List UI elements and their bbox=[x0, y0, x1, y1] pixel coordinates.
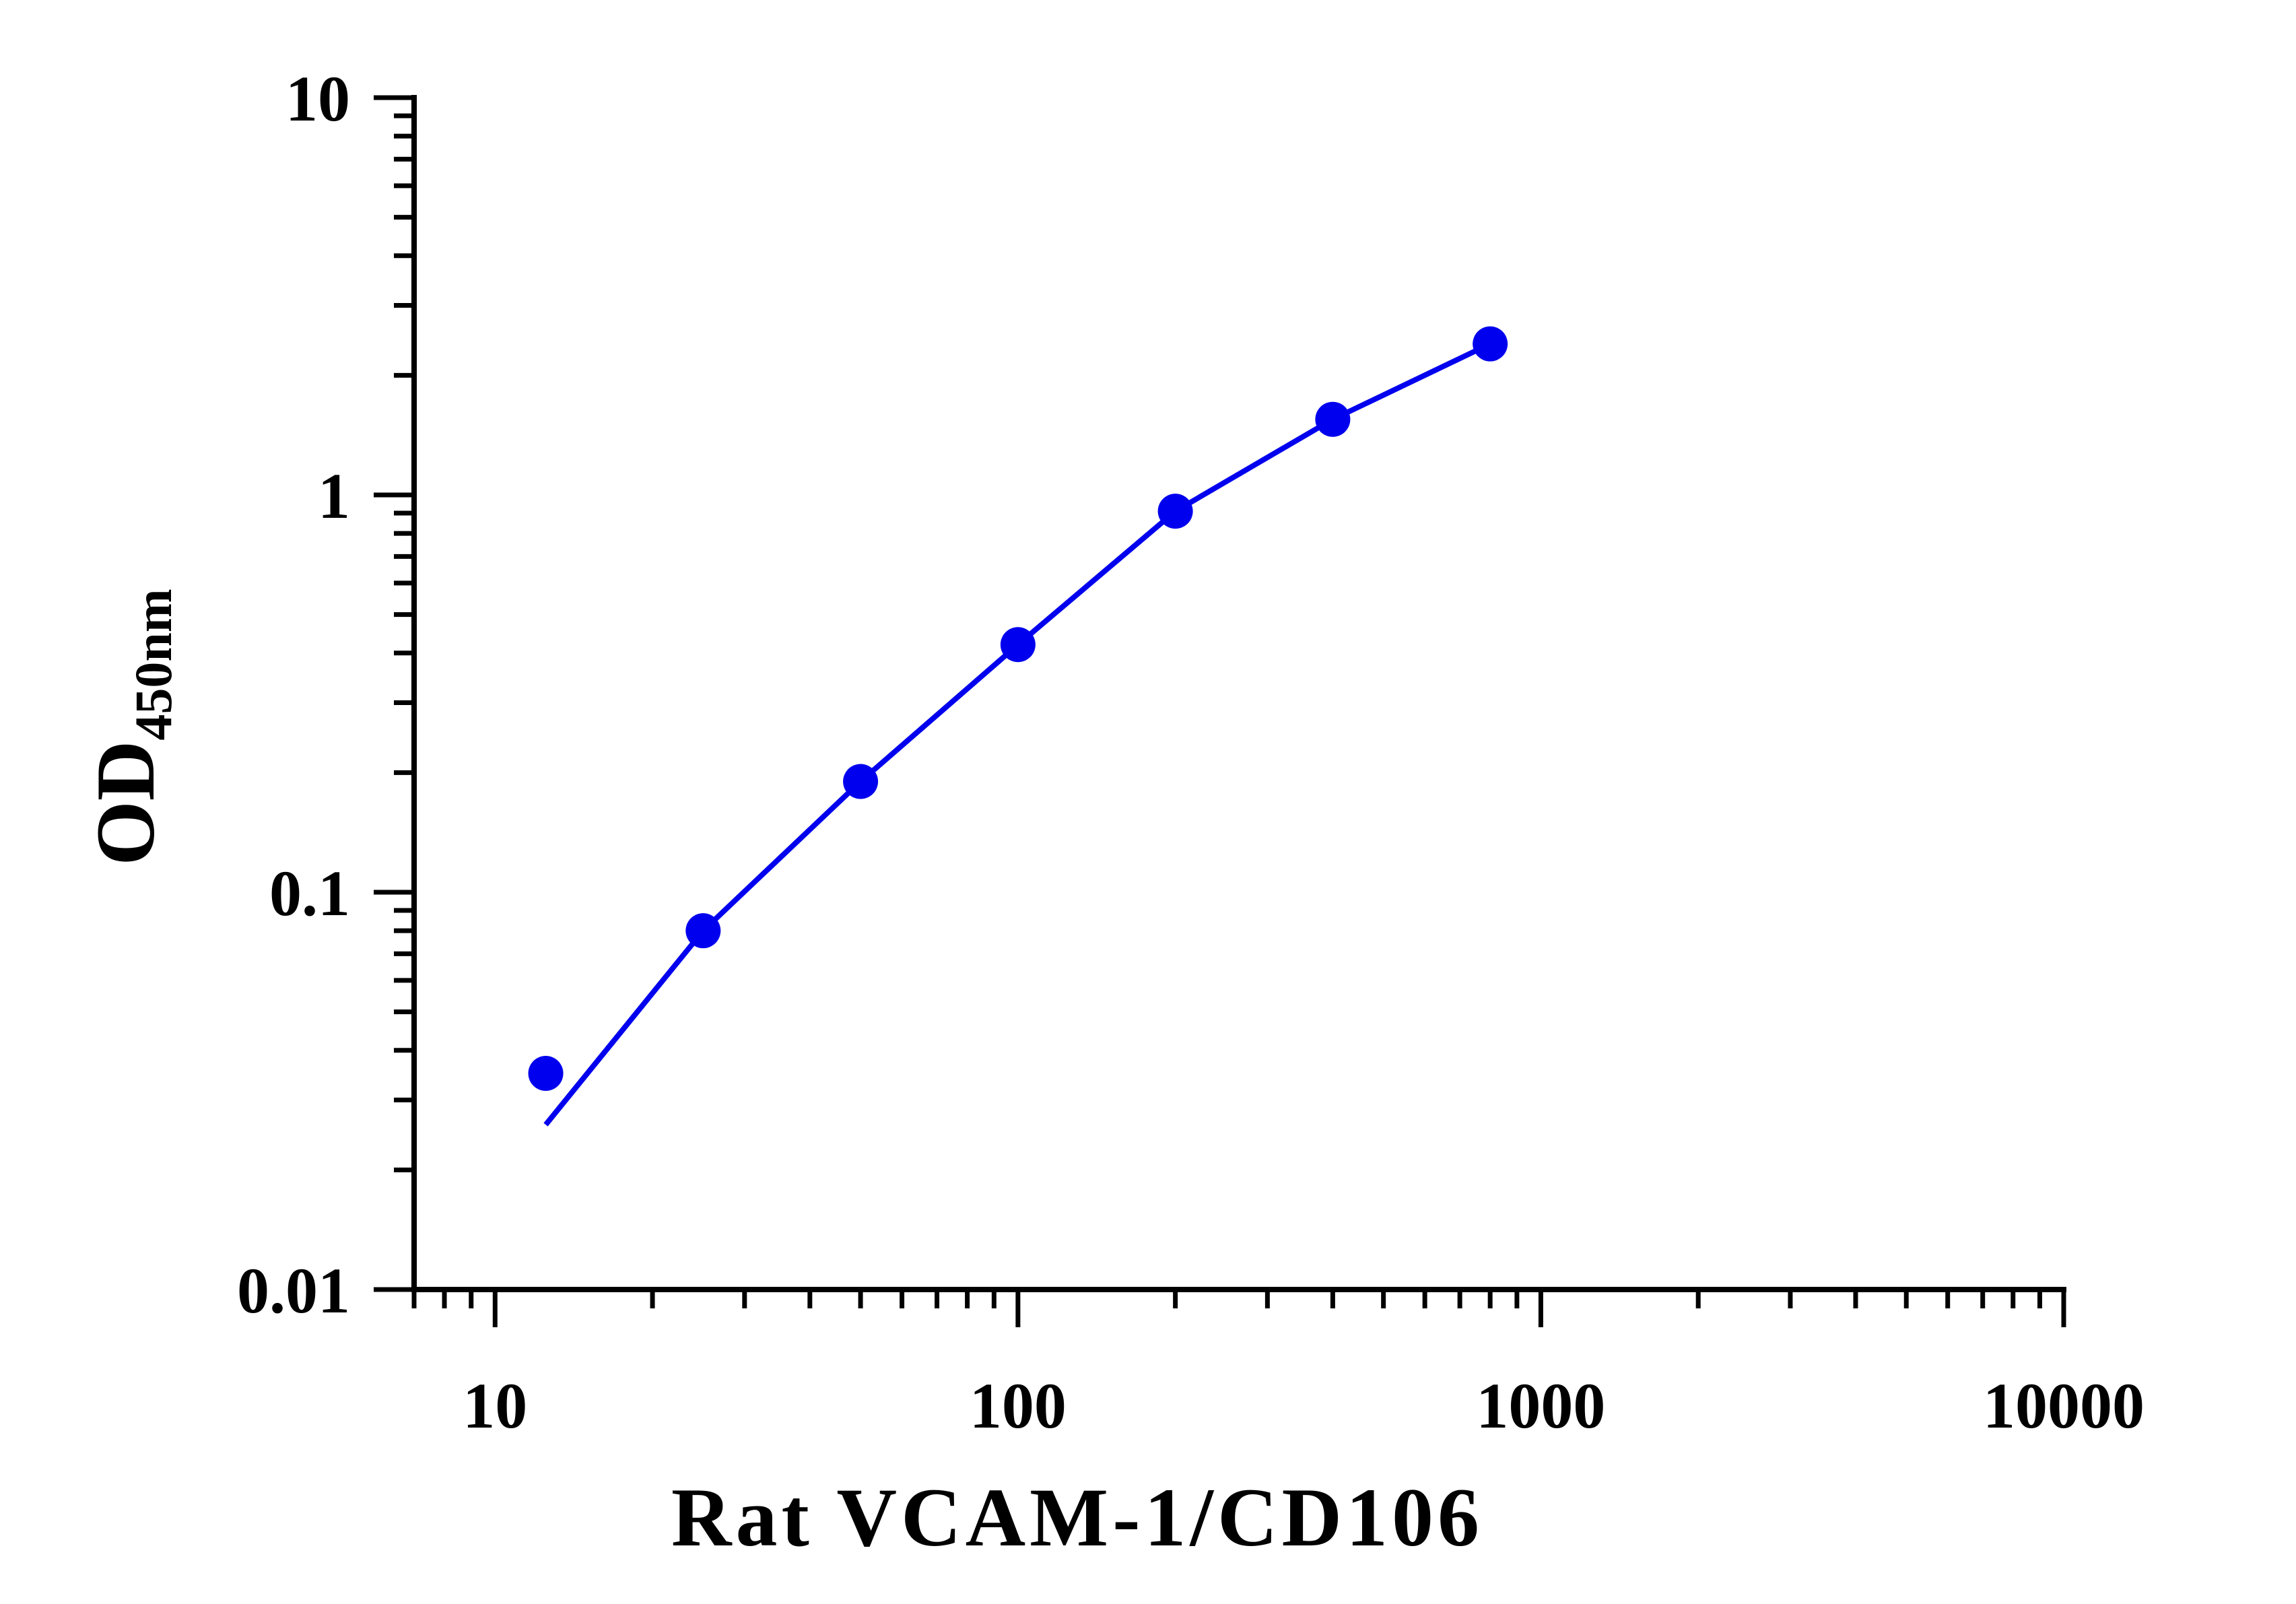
data-point bbox=[528, 1055, 564, 1091]
data-point bbox=[1157, 494, 1193, 529]
y-axis-ticks bbox=[374, 95, 414, 1292]
data-point bbox=[1000, 627, 1036, 663]
x-axis-tick-labels: 10 100 1000 10000 bbox=[463, 1370, 2145, 1442]
y-tick-label: 0.1 bbox=[269, 857, 350, 929]
data-points bbox=[528, 326, 1508, 1091]
y-tick-label: 0.01 bbox=[237, 1255, 350, 1327]
y-tick-label: 10 bbox=[285, 63, 350, 135]
y-axis-title: OD450nm bbox=[79, 589, 182, 865]
data-point bbox=[685, 913, 721, 949]
x-tick-label: 10000 bbox=[1983, 1370, 2145, 1442]
y-axis-tick-labels: 0.01 0.1 1 10 bbox=[237, 63, 350, 1327]
y-axis-title-group: OD450nm bbox=[79, 589, 182, 865]
x-tick-label: 1000 bbox=[1476, 1370, 1605, 1442]
data-point bbox=[1315, 401, 1351, 437]
y-axis-title-subscript: 450nm bbox=[124, 589, 182, 740]
axes bbox=[411, 95, 2066, 1292]
y-tick-label: 1 bbox=[318, 460, 350, 532]
data-point bbox=[1473, 326, 1508, 362]
x-tick-label: 10 bbox=[463, 1370, 527, 1442]
data-point bbox=[843, 764, 879, 799]
y-axis-title-main: OD bbox=[79, 741, 172, 866]
x-tick-label: 100 bbox=[970, 1370, 1067, 1442]
x-axis-title: Rat VCAM-1/CD106 bbox=[671, 1471, 1483, 1564]
x-axis-ticks bbox=[411, 1290, 2066, 1327]
fit-curve-line bbox=[543, 341, 1491, 1127]
